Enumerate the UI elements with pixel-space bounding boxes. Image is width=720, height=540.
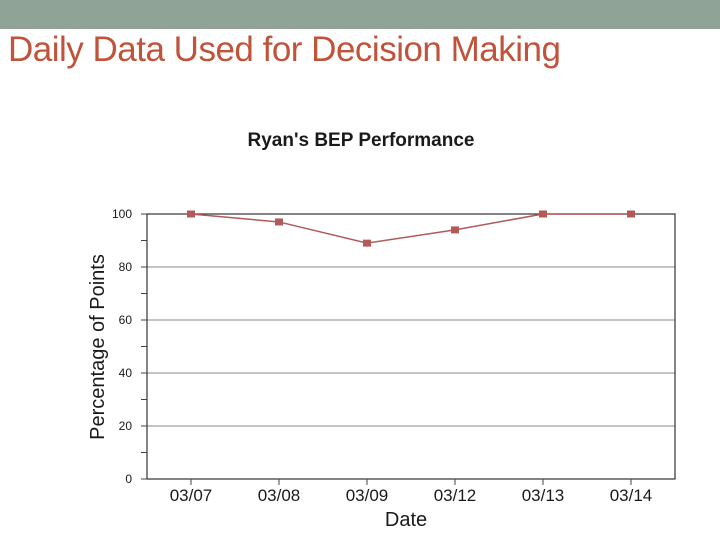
y-tick-label: 80 <box>119 260 133 274</box>
y-tick-label: 0 <box>125 472 132 486</box>
x-tick-label: 03/12 <box>434 486 477 505</box>
data-point <box>187 210 195 218</box>
data-point <box>275 218 283 226</box>
x-tick-label: 03/07 <box>170 486 213 505</box>
gridlines <box>147 213 675 480</box>
data-point <box>627 210 635 218</box>
data-point <box>539 210 547 218</box>
chart-title: Ryan's BEP Performance <box>248 130 475 151</box>
slide-title: Daily Data Used for Decision Making <box>8 30 561 69</box>
plot-area <box>146 213 676 480</box>
y-tick-label: 40 <box>119 366 133 380</box>
y-tick-label: 100 <box>112 207 132 221</box>
x-axis-ticks: 03/07 03/08 03/09 03/12 03/13 03/14 <box>170 479 653 505</box>
series-line <box>190 213 631 244</box>
header-band <box>0 0 720 29</box>
data-point <box>451 226 459 234</box>
x-tick-label: 03/09 <box>346 486 389 505</box>
x-tick-label: 03/08 <box>258 486 301 505</box>
x-tick-label: 03/13 <box>522 486 565 505</box>
y-tick-label: 20 <box>119 419 133 433</box>
y-axis-label: Percentage of Points <box>87 254 109 440</box>
y-tick-label: 60 <box>119 313 133 327</box>
y-axis-ticks: 0 20 40 60 80 100 <box>112 207 147 486</box>
x-axis-label: Date <box>385 509 427 531</box>
series-layer <box>187 210 635 247</box>
data-point <box>363 239 371 247</box>
x-tick-label: 03/14 <box>610 486 653 505</box>
